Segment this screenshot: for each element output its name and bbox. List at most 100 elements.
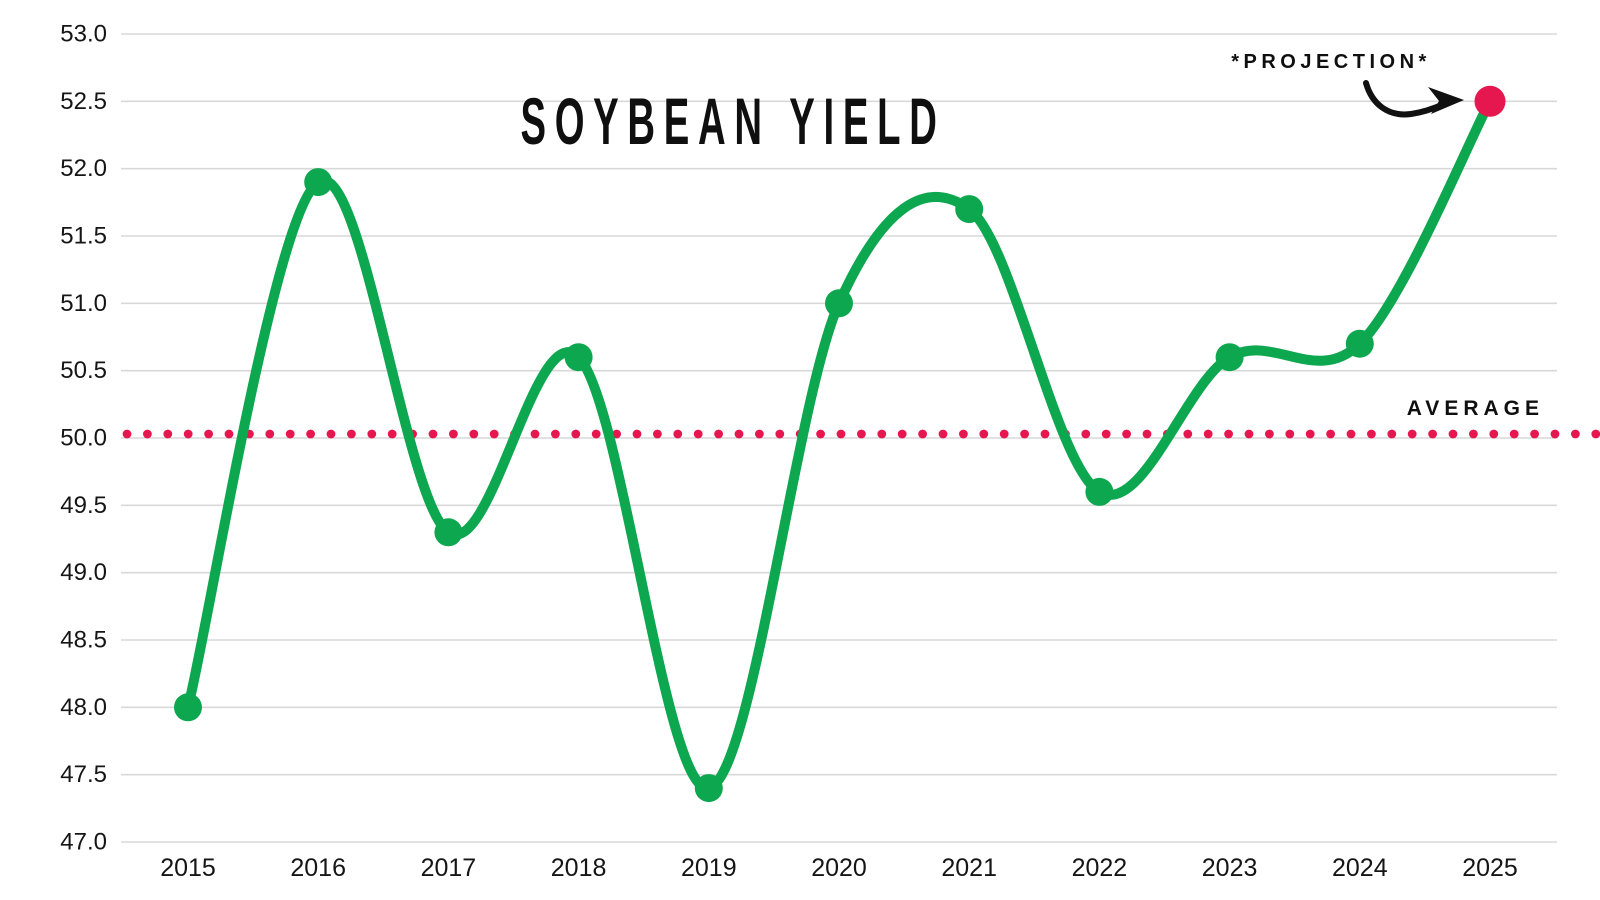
chart-title: SOYBEAN YIELD: [367, 88, 1100, 154]
y-axis-tick-label: 48.5: [60, 627, 107, 654]
average-line-dot: [1305, 429, 1315, 439]
average-line-dot: [1407, 429, 1417, 439]
x-axis-tick-label: 2015: [160, 854, 216, 882]
average-line-dot: [734, 429, 744, 439]
average-line-dot: [877, 429, 887, 439]
x-axis-tick-label: 2017: [421, 854, 477, 882]
x-axis-tick-label: 2019: [681, 854, 737, 882]
average-line-dot: [1265, 429, 1274, 439]
average-line-dot: [857, 429, 866, 439]
average-line-dot: [836, 429, 846, 439]
data-point-2017: [434, 518, 463, 547]
x-axis-tick-label: 2021: [941, 854, 997, 882]
data-point-2022: [1085, 477, 1114, 506]
y-axis-tick-label: 51.5: [60, 223, 107, 250]
average-line-dot: [224, 429, 234, 439]
chart-title-text: SOYBEAN YIELD: [520, 84, 946, 158]
x-axis-tick-label: 2018: [551, 854, 607, 882]
average-line-dot: [1101, 429, 1111, 439]
data-point-2023: [1215, 343, 1244, 372]
average-line-dot: [387, 429, 397, 439]
y-axis-tick-label: 50.0: [60, 425, 107, 452]
average-line-dot: [1122, 429, 1131, 439]
data-point-2018: [564, 343, 593, 372]
x-axis-tick-label: 2023: [1202, 854, 1258, 882]
y-axis-tick-label: 47.0: [60, 829, 107, 856]
average-line-dot: [347, 429, 356, 439]
curved-arrow-icon: [1363, 80, 1464, 118]
data-point-2024: [1345, 329, 1374, 358]
average-line-dot: [489, 429, 499, 439]
x-axis-tick-label: 2022: [1072, 854, 1128, 882]
average-line-dot: [1530, 429, 1539, 439]
average-line-dot: [1040, 429, 1050, 439]
average-line-dot: [591, 429, 601, 439]
average-line-dot: [1203, 429, 1213, 439]
data-point-2016: [304, 168, 333, 197]
average-line-dot: [285, 429, 295, 439]
average-line-dot: [673, 429, 683, 439]
average-line-dot: [632, 429, 642, 439]
average-line-dot: [551, 429, 560, 439]
average-line-dot: [918, 429, 927, 439]
average-line-dot: [265, 429, 275, 439]
projection-point: [1474, 85, 1506, 117]
y-axis-tick-label: 51.0: [60, 290, 107, 317]
average-line-dot: [1550, 429, 1560, 439]
data-point-2021: [955, 195, 984, 224]
average-line-dot: [1224, 429, 1233, 439]
x-axis-tick-label: 2025: [1462, 854, 1518, 882]
x-axis-tick-label: 2020: [811, 854, 867, 882]
average-line-dot: [1469, 429, 1478, 439]
average-line-dot: [1571, 429, 1580, 439]
projection-annotation-label: *PROJECTION*: [1231, 51, 1431, 73]
y-axis-tick-label: 49.5: [60, 492, 107, 519]
y-axis-tick-label: 48.0: [60, 694, 107, 721]
average-line-dot: [530, 429, 540, 439]
average-line-dot: [612, 429, 621, 439]
average-dotted-line: [122, 429, 1600, 439]
data-point-2020: [825, 289, 853, 318]
average-line-dot: [755, 429, 764, 439]
average-line-dot: [1285, 429, 1295, 439]
average-line-dot: [1244, 429, 1254, 439]
average-line-dot: [469, 429, 479, 439]
yield-line: [183, 96, 1495, 794]
average-line-dot: [897, 429, 907, 439]
average-line-dot: [122, 429, 132, 439]
yield-line-series: [174, 85, 1506, 803]
average-line-dot: [714, 429, 723, 439]
average-line-dot: [1326, 429, 1335, 439]
average-line-dot: [306, 429, 315, 439]
average-line-dot: [775, 429, 785, 439]
average-line-dot: [428, 429, 438, 439]
y-axis-tick-label: 53.0: [60, 21, 107, 48]
average-line-dot: [1509, 429, 1519, 439]
average-line-dot: [326, 429, 336, 439]
x-axis-tick-label: 2024: [1332, 854, 1388, 882]
average-line-dot: [449, 429, 458, 439]
average-line-dot: [204, 429, 214, 439]
average-line-dot: [1183, 429, 1193, 439]
average-line-dot: [1367, 429, 1376, 439]
axis-tick-labels: 53.0 52.5 52.0 51.5 51.0 50.5 50.0 49.5 49.0 48.5…: [60, 21, 1518, 883]
average-line-dot: [1142, 429, 1152, 439]
y-axis-tick-label: 50.5: [60, 357, 107, 384]
data-point-2019: [694, 774, 723, 803]
average-line-dot: [183, 429, 193, 439]
average-line-dot: [1448, 429, 1458, 439]
average-line-dot: [1428, 429, 1437, 439]
x-axis-tick-label: 2016: [290, 854, 346, 882]
average-line-dot: [816, 429, 825, 439]
average-line-dot: [979, 429, 989, 439]
data-point-2015: [174, 693, 202, 722]
average-line-dot: [367, 429, 377, 439]
y-axis-tick-label: 47.5: [60, 761, 107, 788]
average-line-dot: [693, 429, 703, 439]
average-line-dot: [1489, 429, 1499, 439]
average-line-dot: [1020, 429, 1029, 439]
y-axis-tick-label: 49.0: [60, 559, 107, 586]
average-line-dot: [1346, 429, 1356, 439]
average-line-dot: [143, 429, 152, 439]
